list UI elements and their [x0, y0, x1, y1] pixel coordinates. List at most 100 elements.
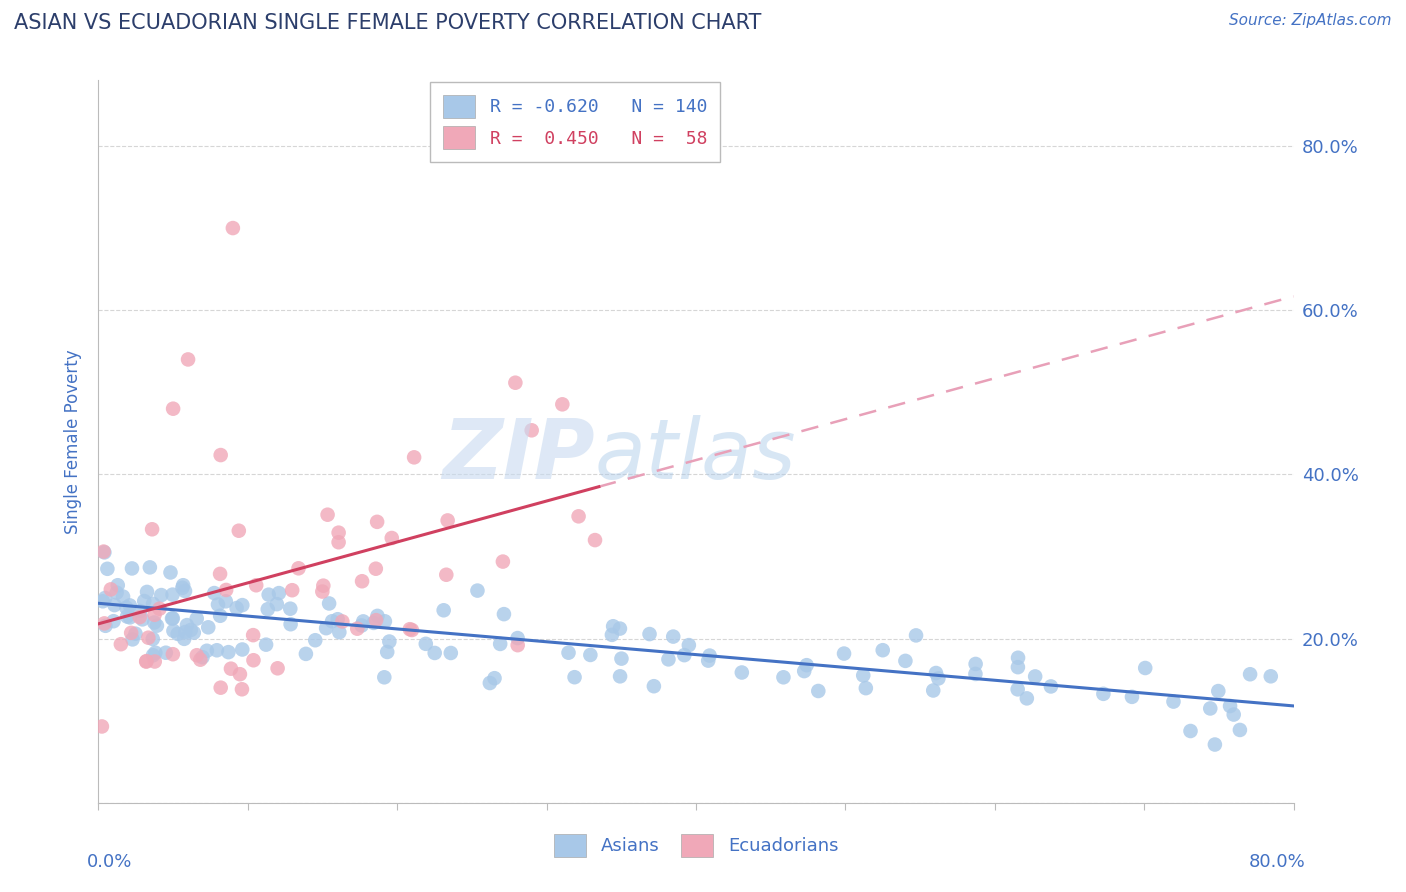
- Point: [278, 601, 301, 615]
- Point: [855, 681, 877, 695]
- Point: [229, 667, 252, 681]
- Point: [280, 617, 302, 632]
- Point: [90, 719, 112, 733]
- Point: [852, 668, 875, 682]
- Point: [609, 669, 631, 683]
- Point: [131, 612, 153, 626]
- Point: [366, 608, 388, 623]
- Point: [311, 584, 333, 599]
- Point: [215, 582, 238, 597]
- Point: [315, 621, 337, 635]
- Point: [434, 567, 457, 582]
- Point: [176, 618, 198, 632]
- Point: [93, 544, 115, 558]
- Point: [129, 604, 152, 618]
- Point: [492, 607, 515, 621]
- Point: [135, 654, 157, 668]
- Point: [374, 615, 396, 629]
- Point: [506, 638, 529, 652]
- Point: [489, 637, 512, 651]
- Point: [1229, 723, 1251, 737]
- Point: [375, 645, 398, 659]
- Point: [121, 632, 143, 647]
- Point: [173, 632, 195, 646]
- Point: [1239, 667, 1261, 681]
- Point: [364, 562, 387, 576]
- Point: [100, 582, 122, 597]
- Point: [112, 590, 135, 604]
- Point: [138, 631, 160, 645]
- Point: [643, 679, 665, 693]
- Point: [197, 620, 219, 634]
- Point: [139, 560, 162, 574]
- Point: [128, 610, 150, 624]
- Point: [436, 513, 458, 527]
- Point: [281, 583, 304, 598]
- Point: [609, 622, 631, 636]
- Point: [134, 594, 156, 608]
- Point: [568, 509, 591, 524]
- Point: [1222, 707, 1244, 722]
- Point: [177, 352, 200, 367]
- Point: [423, 646, 446, 660]
- Point: [440, 646, 463, 660]
- Point: [318, 597, 340, 611]
- Point: [600, 628, 623, 642]
- Point: [352, 615, 374, 629]
- Point: [190, 653, 212, 667]
- Point: [478, 676, 501, 690]
- Point: [328, 535, 350, 549]
- Point: [316, 508, 339, 522]
- Point: [103, 598, 125, 612]
- Point: [148, 601, 170, 615]
- Point: [172, 581, 194, 595]
- Point: [378, 634, 401, 648]
- Point: [772, 670, 794, 684]
- Point: [115, 600, 138, 615]
- Point: [245, 578, 267, 592]
- Point: [162, 624, 184, 638]
- Point: [155, 646, 177, 660]
- Point: [91, 594, 114, 608]
- Point: [160, 611, 183, 625]
- Point: [121, 561, 143, 575]
- Point: [150, 588, 173, 602]
- Point: [364, 613, 387, 627]
- Point: [186, 611, 208, 625]
- Point: [352, 574, 374, 589]
- Point: [143, 646, 166, 660]
- Point: [118, 610, 141, 624]
- Point: [228, 524, 250, 538]
- Point: [257, 588, 280, 602]
- Point: [174, 584, 197, 599]
- Point: [209, 608, 232, 623]
- Point: [330, 615, 353, 629]
- Point: [662, 630, 685, 644]
- Point: [267, 586, 290, 600]
- Point: [793, 664, 815, 678]
- Y-axis label: Single Female Poverty: Single Female Poverty: [65, 350, 83, 533]
- Point: [1039, 680, 1062, 694]
- Point: [1180, 724, 1202, 739]
- Text: Source: ZipAtlas.com: Source: ZipAtlas.com: [1229, 13, 1392, 29]
- Point: [266, 661, 288, 675]
- Point: [579, 648, 602, 662]
- Point: [142, 632, 165, 646]
- Point: [159, 566, 181, 580]
- Point: [205, 643, 228, 657]
- Point: [209, 566, 232, 581]
- Point: [124, 626, 146, 640]
- Point: [93, 616, 115, 631]
- Point: [135, 655, 157, 669]
- Point: [93, 545, 115, 559]
- Legend: Asians, Ecuadorians: Asians, Ecuadorians: [544, 825, 848, 866]
- Point: [905, 628, 928, 642]
- Point: [143, 655, 166, 669]
- Point: [415, 637, 437, 651]
- Point: [404, 450, 426, 465]
- Point: [399, 622, 422, 636]
- Point: [583, 533, 606, 547]
- Point: [346, 622, 368, 636]
- Point: [207, 598, 229, 612]
- Point: [965, 657, 987, 671]
